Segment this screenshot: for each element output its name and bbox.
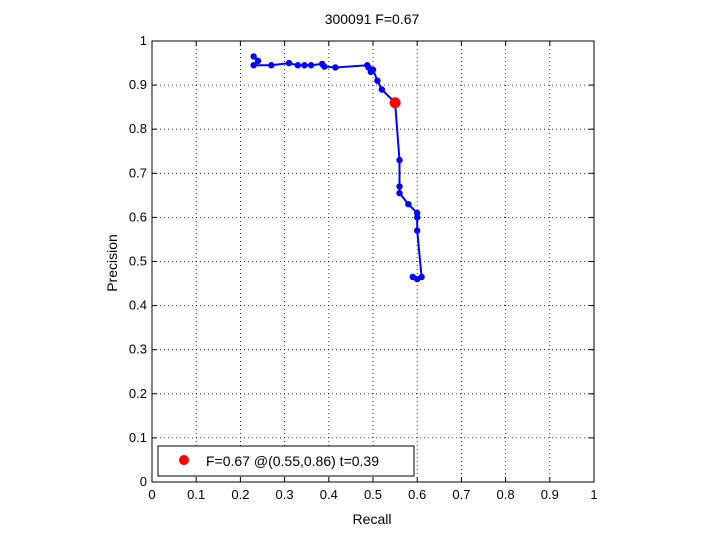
data-point [321,63,328,70]
x-axis-label: Recall [353,511,392,527]
y-tick-label: 0.7 [129,165,147,180]
x-tick-label: 0.2 [231,487,249,502]
x-tick-label: 0 [148,487,155,502]
legend-box [157,445,415,477]
y-tick-label: 0.6 [129,209,147,224]
y-tick-label: 0.1 [129,430,147,445]
y-tick-label: 0.3 [129,342,147,357]
data-point [307,62,315,69]
best-f-point [389,97,401,109]
data-point [409,273,416,281]
y-tick-label: 0.8 [129,121,147,136]
y-tick-label: 0.2 [129,386,147,401]
data-point [250,53,257,60]
x-tick-label: 0.5 [364,487,382,502]
data-point [396,189,403,197]
data-point [405,200,412,208]
data-point [332,64,339,71]
data-point [396,156,403,164]
y-tick-label: 0.5 [129,254,147,269]
x-tick-label: 0.6 [408,487,426,502]
legend-marker [179,455,189,465]
data-point [414,214,421,221]
x-tick-label: 0.9 [541,487,559,502]
data-point [268,62,275,69]
x-tick-label: 0.4 [320,487,338,502]
data-point [369,66,377,73]
legend-label: F=0.67 @(0.55,0.86) t=0.39 [206,453,379,469]
data-point [414,227,421,234]
y-tick-label: 0.9 [129,77,147,92]
x-tick-label: 0.7 [452,487,470,502]
data-point [254,57,262,65]
best-point-layer [389,97,401,109]
chart-title: 300091 F=0.67 [325,11,420,27]
data-point [396,183,403,190]
y-tick-label: 0 [140,474,147,489]
data-point [250,62,257,69]
data-point [414,209,421,217]
data-point [294,62,302,69]
data-point [301,62,308,69]
data-point [285,59,293,67]
y-tick-label: 0.4 [129,298,147,313]
data-point [374,77,381,84]
grid-lines [152,41,594,482]
x-tick-label: 0.8 [497,487,515,502]
x-tick-label: 0.3 [276,487,294,502]
data-point [378,86,386,93]
y-tick-label: 1 [140,33,147,48]
x-tick-label: 1 [590,487,597,502]
series-layer [250,53,425,283]
legend: F=0.67 @(0.55,0.86) t=0.39 [157,445,415,477]
x-tick-label: 0.1 [187,487,205,502]
y-axis-label: Precision [104,234,120,292]
axis-ticks: 0 0.1 0.2 0.3 0.4 0.5 0.6 0.7 0.8 0.9 1 0 0.1 0.2 0.3 0… [129,33,598,502]
